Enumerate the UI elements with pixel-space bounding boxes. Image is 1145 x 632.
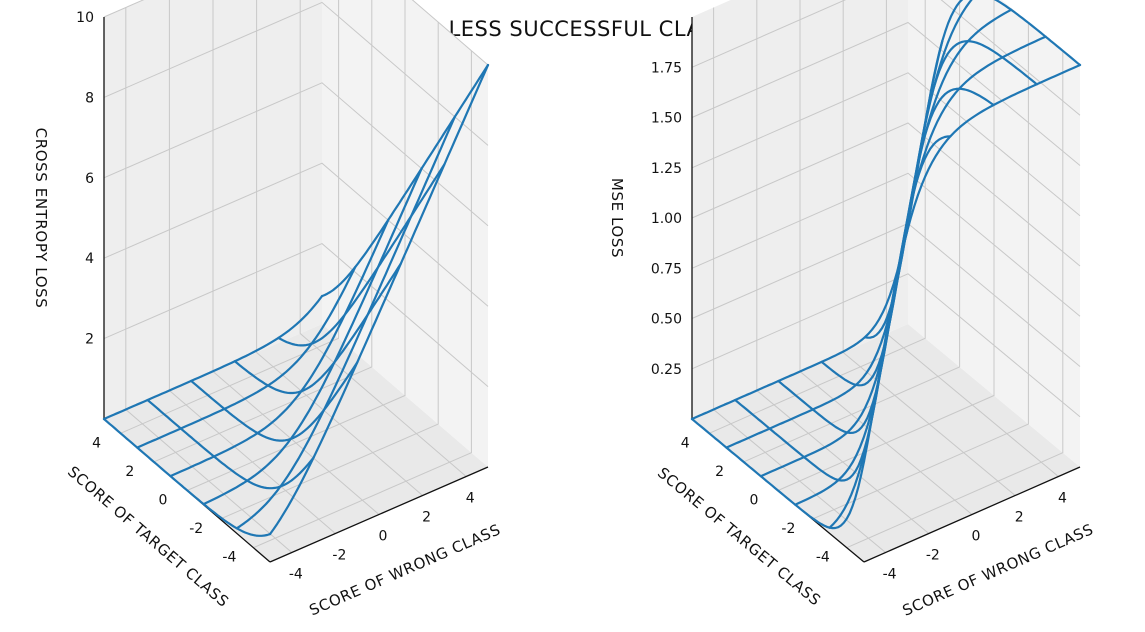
z-axis-label: MSE LOSS (608, 178, 626, 258)
gridline-y (186, 0, 406, 491)
y-tick-label: -2 (781, 521, 795, 537)
gridline-y (153, 0, 373, 463)
wire-line-const-target (202, 167, 423, 506)
z-tick-label: 1.25 (651, 161, 682, 177)
wire-line-const-target (102, 295, 324, 421)
x-axis-label: SCORE OF WRONG CLASS (307, 520, 504, 619)
cross-entropy-loss-plot: -4 -2 0 2 4 -4 -2 0 2 4 2 4 6 8 10 SCORE OF WRONG CLASS… (32, 0, 503, 619)
x-tick-label: -4 (883, 567, 897, 583)
y-tick-label: -4 (816, 550, 830, 566)
gridline-y (120, 0, 340, 434)
gridline-z (691, 72, 1081, 217)
y-tick-label: 4 (92, 435, 101, 451)
z-tick-label: 1.75 (651, 60, 682, 76)
z-tick-label: 2 (85, 332, 94, 348)
z-tick-label: 10 (76, 10, 94, 26)
x-axis-label: SCORE OF WRONG CLASS (900, 520, 1097, 620)
wire-line-const-wrong (190, 361, 359, 442)
gridline-z (691, 172, 1081, 317)
gridline-z (691, 0, 1081, 116)
gridline-z (103, 243, 489, 387)
y-tick-label: -2 (189, 521, 203, 537)
z-tick-label: 8 (85, 90, 94, 106)
wire-line-const-target (169, 218, 390, 478)
x-axis-line (269, 466, 489, 563)
x-tick-label: 2 (422, 510, 431, 526)
z-tick-label: 1.00 (651, 211, 682, 227)
mse-loss-plot: -4 -2 0 2 4 -4 -2 0 2 4 0.25 0.50 0.75 1.00 1.25 1.50 1.… (608, 0, 1096, 620)
gridline-z (103, 0, 489, 66)
wire-line-const-wrong (863, 39, 1038, 339)
x-tick-label: -4 (289, 567, 303, 583)
gridline-y (743, 0, 961, 463)
y-tick-label: 4 (681, 435, 690, 451)
x-tick-label: 0 (379, 529, 388, 545)
gridline-x (256, 0, 423, 496)
gridline-z (103, 162, 489, 307)
gridline-z (691, 21, 1081, 166)
y-tick-label: 0 (159, 493, 168, 509)
gridline-z (691, 122, 1081, 267)
z-tick-label: 0.50 (651, 312, 682, 328)
z-tick-label: 4 (85, 251, 94, 267)
wire-line-const-target (235, 115, 456, 530)
wire-line-const-wrong (320, 63, 490, 298)
z-tick-label: 6 (85, 171, 94, 187)
x-axis-line (863, 466, 1081, 563)
gridline-y (708, 0, 926, 434)
y-tick-label: 2 (715, 464, 724, 480)
wire-line-const-wrong (146, 398, 315, 490)
x-tick-label: 4 (1058, 491, 1067, 507)
gridline-x (299, 0, 467, 477)
wire-line-const-wrong (102, 417, 272, 537)
wire-line-const-wrong (777, 135, 952, 434)
wire-line-const-wrong (906, 0, 1082, 225)
z-tick-label: 1.50 (651, 111, 682, 127)
y-tick-label: -4 (222, 550, 236, 566)
x-tick-label: 4 (466, 491, 475, 507)
wire-line-const-wrong (690, 417, 866, 530)
gridline-y (812, 22, 1029, 520)
wire-line-const-target (136, 266, 357, 449)
y-tick-label: 0 (750, 493, 759, 509)
z-tick-label: 0.25 (651, 362, 682, 378)
gridline-z (691, 273, 1081, 418)
wire-line-const-target (268, 63, 490, 536)
wire-line-const-wrong (233, 262, 402, 395)
x-tick-label: -2 (926, 548, 940, 564)
z-tick-label: 0.75 (651, 261, 682, 277)
y-tick-label: 2 (125, 464, 134, 480)
wire-line-const-target (759, 0, 973, 478)
x-tick-label: 0 (972, 529, 981, 545)
x-tick-label: -2 (332, 548, 346, 564)
wire-line-const-wrong (277, 163, 446, 347)
x-tick-label: 2 (1015, 510, 1024, 526)
z-axis-label: CROSS ENTROPY LOSS (32, 128, 50, 309)
gridline-z (103, 82, 489, 227)
gridline-y (253, 50, 472, 549)
gridline-y (846, 50, 1064, 549)
wire-line-const-target (690, 222, 910, 421)
gridline-y (777, 0, 995, 491)
gridline-z (103, 1, 489, 146)
